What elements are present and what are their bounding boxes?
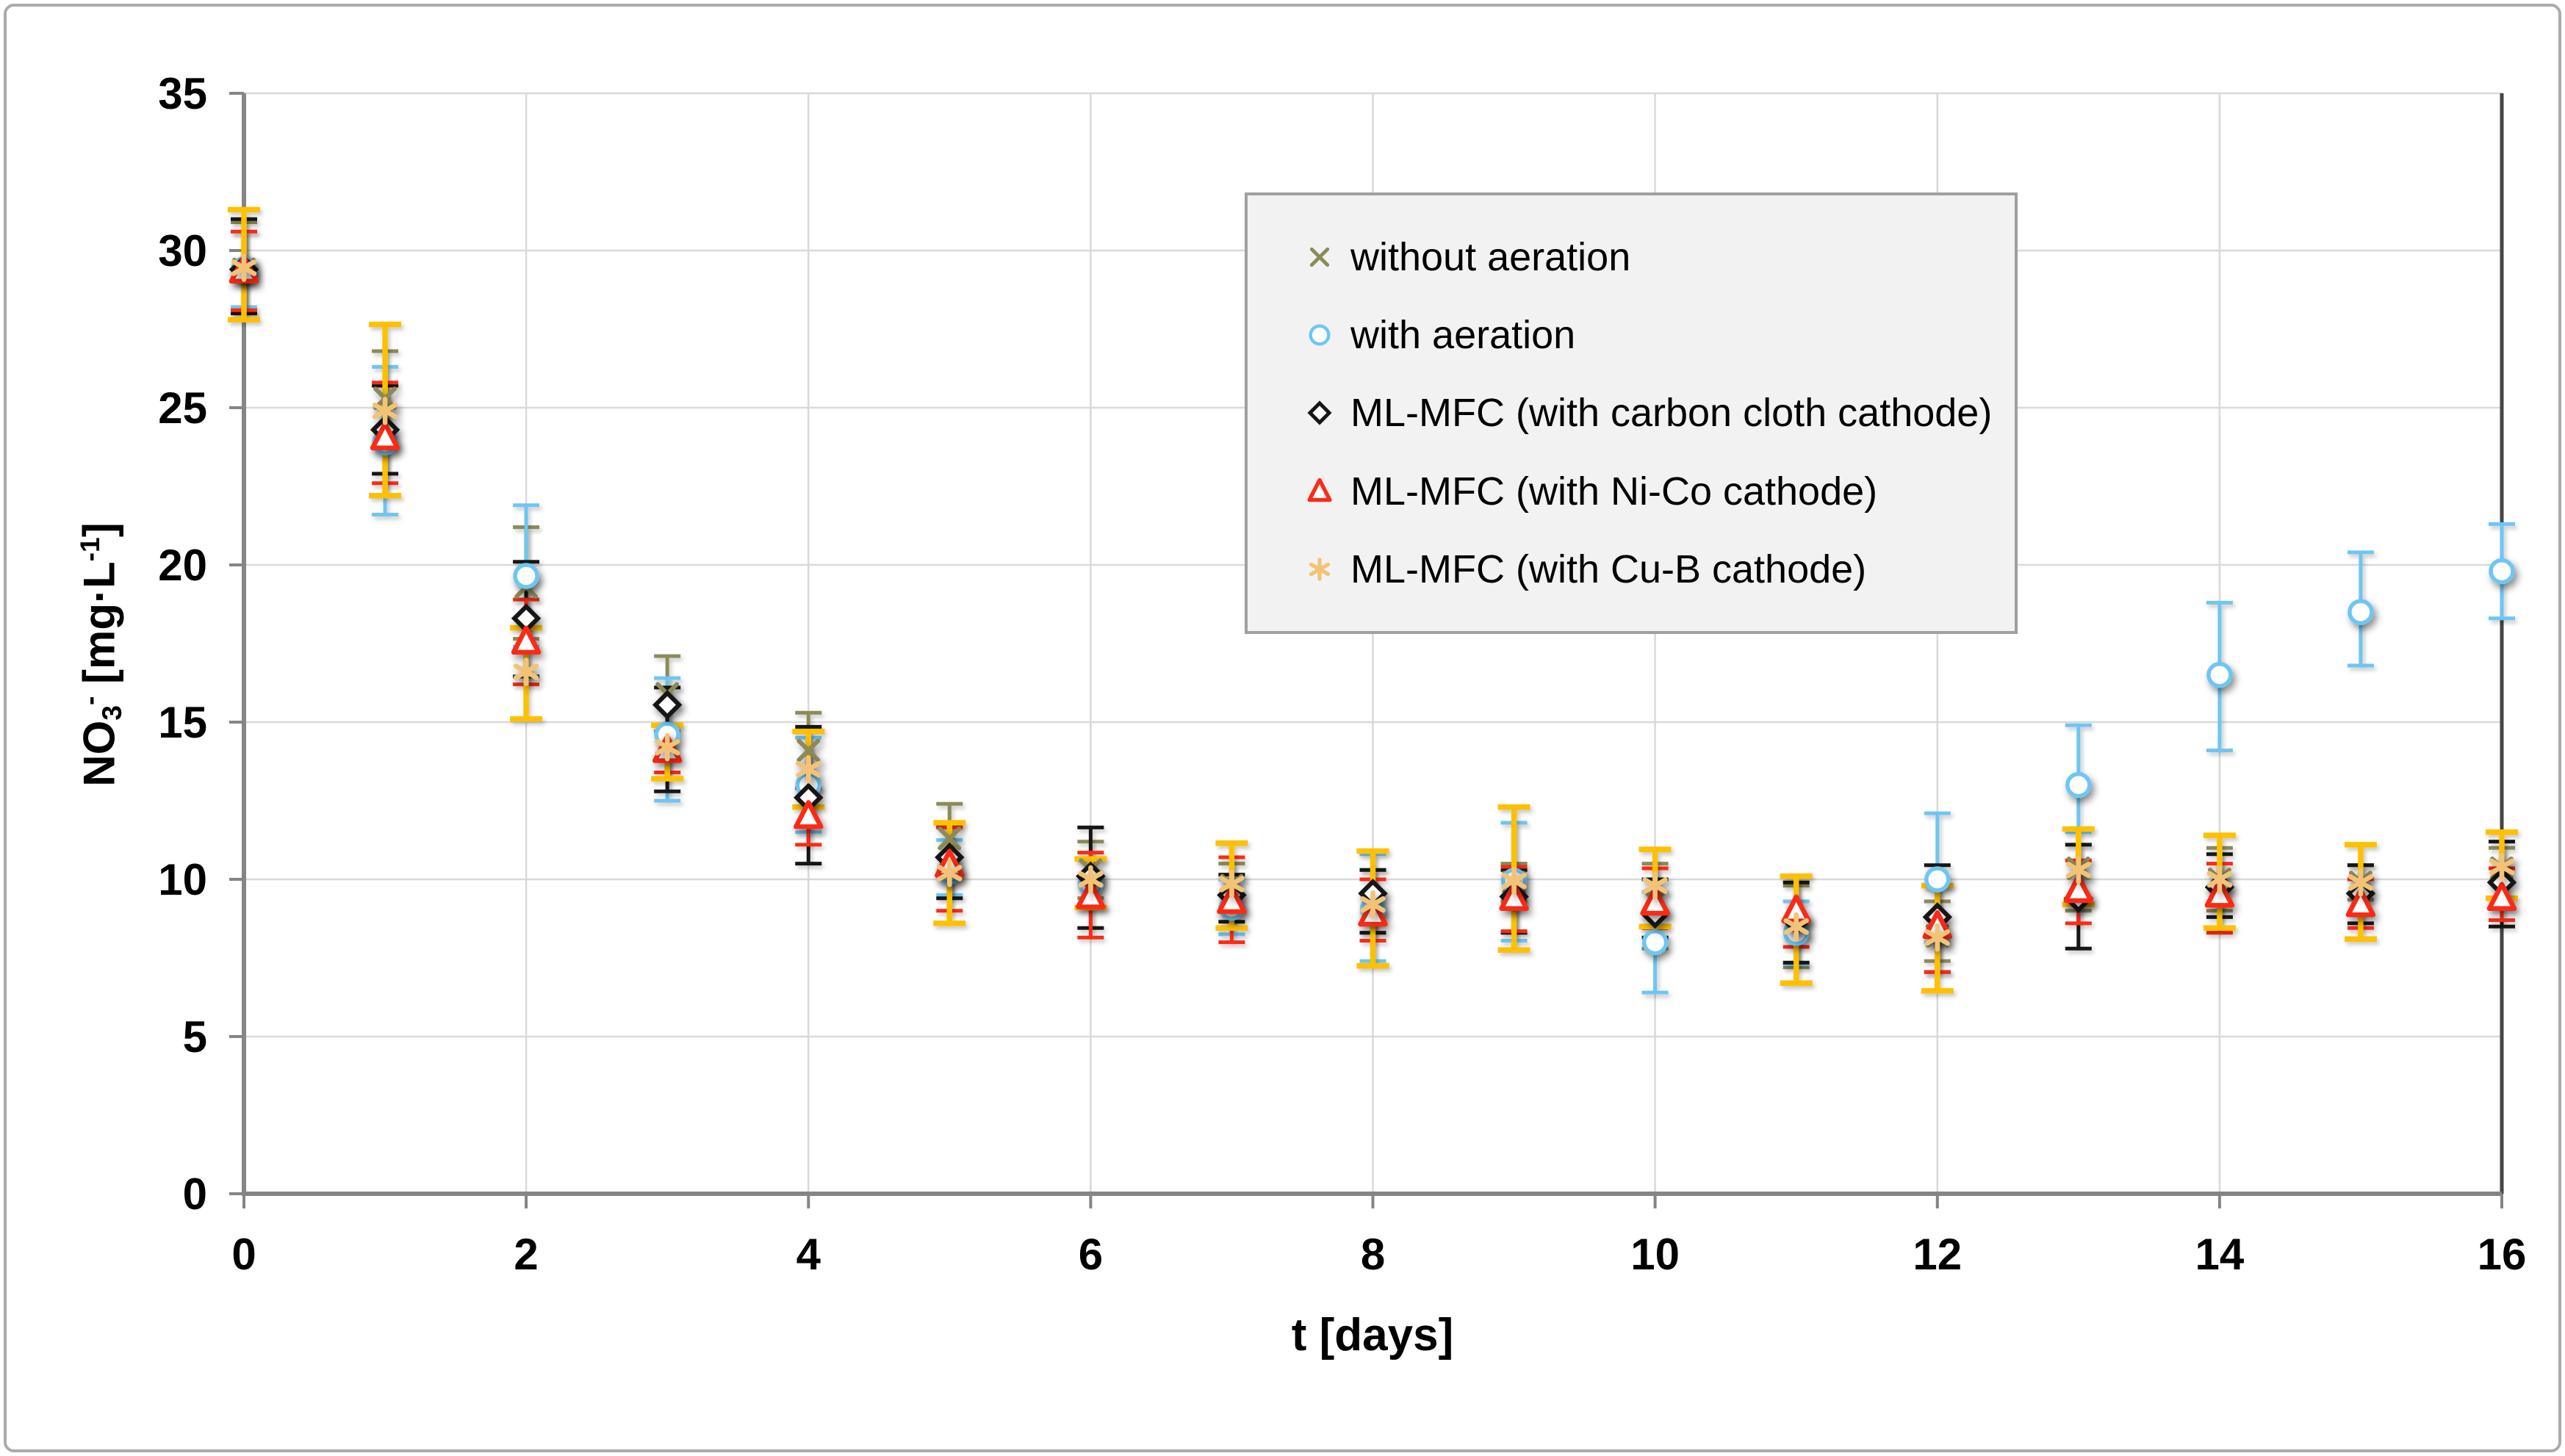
legend-item-ml-mfc-cu-b: ML-MFC (with Cu-B cathode): [1296, 546, 2000, 593]
svg-text:30: 30: [158, 226, 207, 275]
legend-item-with-aeration: with aeration: [1296, 311, 2000, 358]
legend-item-ml-mfc-ni-co: ML-MFC (with Ni-Co cathode): [1296, 468, 2000, 515]
legend-label: ML-MFC (with carbon cloth cathode): [1350, 391, 1993, 436]
svg-text:6: 6: [1079, 1230, 1103, 1279]
legend-label: without aeration: [1350, 235, 1631, 280]
svg-text:4: 4: [796, 1230, 821, 1279]
svg-text:15: 15: [158, 698, 207, 747]
svg-text:20: 20: [158, 541, 207, 590]
diamond-marker-icon: [1307, 400, 1332, 426]
svg-text:12: 12: [1913, 1230, 1962, 1279]
svg-text:0: 0: [183, 1170, 207, 1219]
legend-item-without-aeration: without aeration: [1296, 234, 2000, 281]
legend-label: ML-MFC (with Cu-B cathode): [1350, 547, 1867, 591]
svg-text:25: 25: [158, 383, 207, 433]
legend-item-ml-mfc-carbon-cloth: ML-MFC (with carbon cloth cathode): [1296, 389, 2000, 436]
y-axis-title-text: NO: [74, 720, 124, 787]
svg-text:16: 16: [2478, 1230, 2527, 1279]
asterisk-marker-icon: [1309, 558, 1331, 581]
svg-text:2: 2: [514, 1230, 538, 1279]
axis-ticks: [229, 92, 2503, 1208]
svg-text:10: 10: [158, 855, 207, 904]
legend-label: with aeration: [1350, 313, 1576, 358]
y-tick-labels: 0 5 10 15 20 25 30 35: [158, 69, 207, 1219]
svg-text:0: 0: [231, 1230, 256, 1279]
legend-label: ML-MFC (with Ni-Co cathode): [1350, 469, 1878, 513]
svg-text:5: 5: [183, 1012, 207, 1062]
x-marker-icon: [1309, 248, 1330, 267]
legend: without aeration with aeration ML-MFC (w…: [1245, 192, 2018, 634]
svg-text:10: 10: [1630, 1230, 1680, 1279]
series-ml-mfc-cu-b: [231, 253, 2515, 952]
svg-text:8: 8: [1361, 1230, 1385, 1279]
circle-marker-icon: [1309, 324, 1331, 346]
svg-text:14: 14: [2195, 1230, 2245, 1279]
x-tick-labels: 0 2 4 6 8 10 12 14 16: [231, 1230, 2526, 1279]
x-axis-title: t [days]: [1291, 1310, 1454, 1361]
triangle-marker-icon: [1307, 477, 1332, 502]
svg-text:35: 35: [158, 69, 207, 118]
y-axis-title: NO3- [mg·L-1]: [74, 522, 127, 787]
